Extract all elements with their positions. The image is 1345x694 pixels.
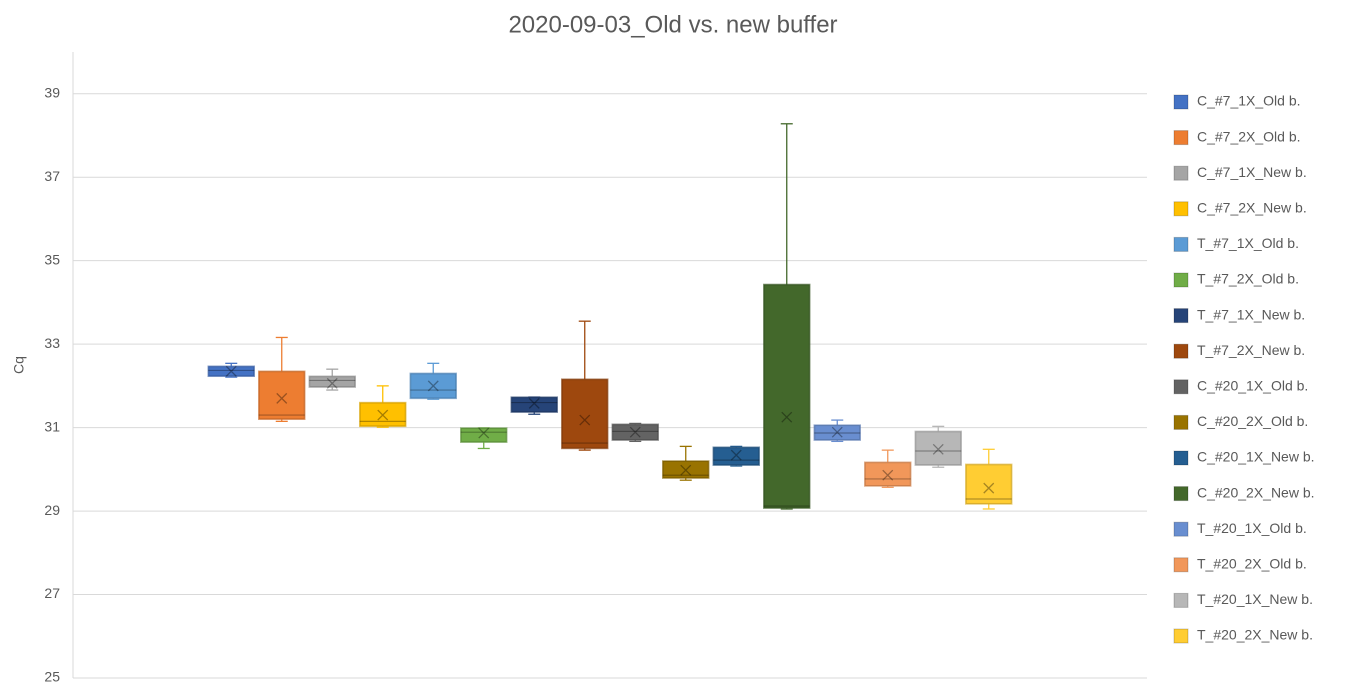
legend-label: C_#20_2X_New b. xyxy=(1197,484,1315,500)
y-tick-label: 39 xyxy=(44,84,60,100)
mean-marker xyxy=(781,411,793,423)
legend-label: C_#7_2X_New b. xyxy=(1197,200,1307,216)
mean-marker xyxy=(882,469,894,481)
mean-marker xyxy=(579,414,591,426)
legend-label: C_#7_1X_Old b. xyxy=(1197,93,1301,109)
legend-label: T_#20_1X_New b. xyxy=(1197,591,1313,607)
box-fill xyxy=(461,429,506,442)
box-fill xyxy=(613,425,658,440)
legend-label: T_#7_2X_Old b. xyxy=(1197,271,1299,287)
legend-swatch xyxy=(1173,414,1189,430)
legend-label: T_#7_1X_Old b. xyxy=(1197,235,1299,251)
box-fill xyxy=(663,461,708,478)
legend-swatch xyxy=(1173,236,1189,252)
legend-label: C_#7_1X_New b. xyxy=(1197,164,1307,180)
legend-swatch xyxy=(1173,486,1189,502)
y-tick-label: 35 xyxy=(44,251,60,267)
box-fill xyxy=(764,285,809,508)
legend-swatch xyxy=(1173,201,1189,217)
y-axis-label: Cq xyxy=(11,356,27,374)
y-tick-label: 25 xyxy=(44,669,60,685)
legend-swatch xyxy=(1173,343,1189,359)
mean-marker xyxy=(629,426,641,438)
mean-marker xyxy=(478,427,490,439)
chart-title: 2020-09-03_Old vs. new buffer xyxy=(508,11,837,38)
mean-marker xyxy=(932,443,944,455)
mean-marker xyxy=(983,482,995,494)
legend-label: C_#20_2X_Old b. xyxy=(1197,413,1308,429)
legend-swatch xyxy=(1173,130,1189,146)
legend-swatch xyxy=(1173,308,1189,324)
legend-swatch xyxy=(1173,272,1189,288)
box-fill xyxy=(815,426,860,440)
legend-swatch xyxy=(1173,94,1189,110)
legend-swatch xyxy=(1173,557,1189,573)
box-fill xyxy=(310,377,355,387)
box-fill xyxy=(966,465,1011,503)
box-fill xyxy=(360,403,405,426)
legend-swatch xyxy=(1173,379,1189,395)
mean-marker xyxy=(831,426,843,438)
box-fill xyxy=(562,380,607,448)
mean-marker xyxy=(276,392,288,404)
y-tick-label: 33 xyxy=(44,335,60,351)
legend-label: T_#20_2X_New b. xyxy=(1197,627,1313,643)
box-fill xyxy=(512,398,557,412)
legend-swatch xyxy=(1173,165,1189,181)
legend-label: T_#20_1X_Old b. xyxy=(1197,520,1307,536)
legend-label: C_#7_2X_Old b. xyxy=(1197,128,1301,144)
legend-swatch xyxy=(1173,592,1189,608)
y-tick-label: 27 xyxy=(44,585,60,601)
mean-marker xyxy=(730,449,742,461)
mean-marker xyxy=(528,397,540,409)
box-fill xyxy=(714,448,759,465)
mean-marker xyxy=(377,409,389,421)
box-fill xyxy=(209,367,254,376)
y-tick-label: 37 xyxy=(44,168,60,184)
legend-swatch xyxy=(1173,628,1189,644)
y-tick-label: 29 xyxy=(44,502,60,518)
box-fill xyxy=(865,463,910,486)
legend-swatch xyxy=(1173,521,1189,537)
box-fill xyxy=(259,372,304,419)
legend-label: T_#20_2X_Old b. xyxy=(1197,556,1307,572)
mean-marker xyxy=(427,380,439,392)
legend-swatch xyxy=(1173,450,1189,466)
box-fill xyxy=(411,374,456,398)
legend-label: T_#7_1X_New b. xyxy=(1197,306,1305,322)
y-tick-label: 31 xyxy=(44,418,60,434)
legend-label: C_#20_1X_Old b. xyxy=(1197,378,1308,394)
box-fill xyxy=(916,432,961,465)
mean-marker xyxy=(680,464,692,476)
legend-label: C_#20_1X_New b. xyxy=(1197,449,1315,465)
legend-label: T_#7_2X_New b. xyxy=(1197,342,1305,358)
mean-marker xyxy=(225,365,237,377)
mean-marker xyxy=(326,377,338,389)
